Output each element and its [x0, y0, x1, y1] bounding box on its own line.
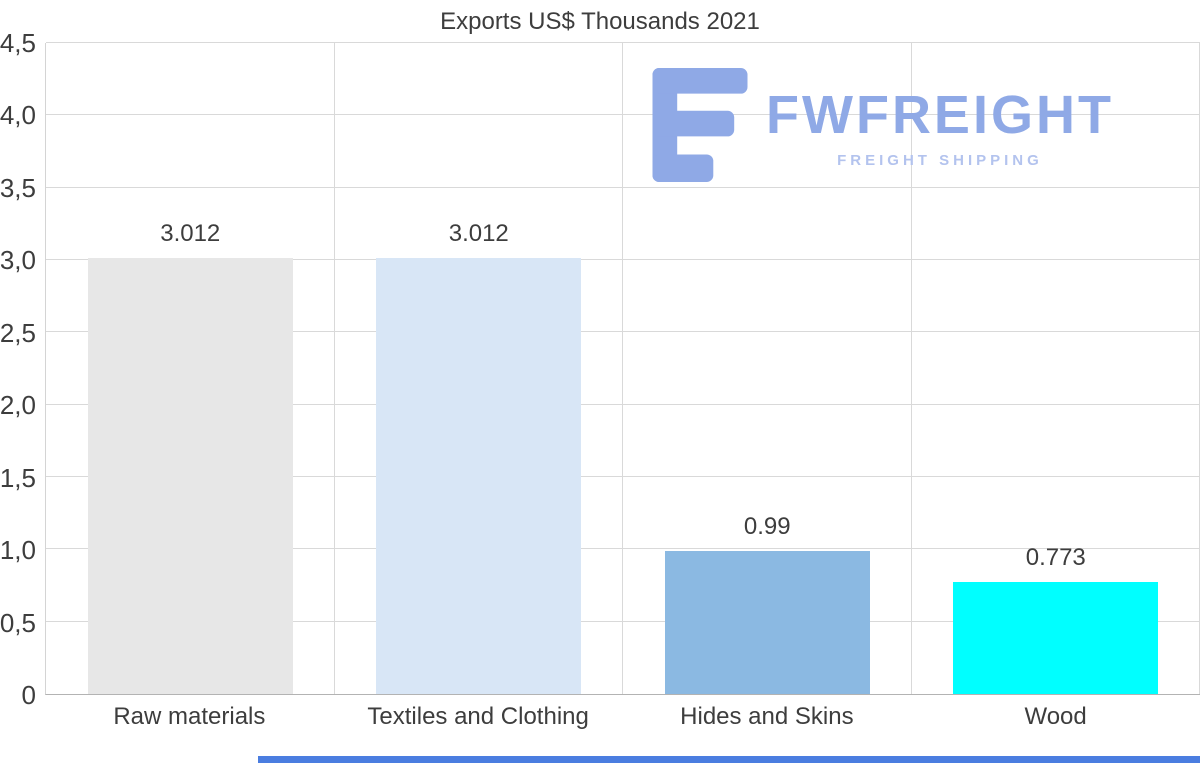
h-gridline: [46, 186, 1200, 188]
h-gridline: [46, 259, 1200, 260]
brand-tagline: FREIGHT SHIPPING: [837, 152, 1043, 169]
bar-value-label: 0.99: [743, 512, 791, 540]
bar-wood: [953, 582, 1159, 694]
bar-value-label: 0.773: [1025, 544, 1086, 572]
y-tick-label: 0: [21, 680, 36, 710]
y-tick-label: 2,5: [0, 317, 36, 348]
x-category-label: Hides and Skins: [680, 703, 854, 730]
y-tick-label: 4,0: [0, 100, 36, 131]
bar-hides-and-skins: [664, 550, 870, 694]
bar-slot-hides-and-skins: 0.99: [623, 43, 912, 694]
h-gridline: [46, 403, 1200, 405]
x-axis: Raw materials Textiles and Clothing Hides …: [45, 703, 1200, 731]
h-gridline: [46, 476, 1200, 477]
bar-value-label: 3.012: [448, 220, 509, 248]
v-gridline: [622, 43, 623, 694]
bar-textiles-and-clothing: [376, 258, 582, 694]
bar-slot-textiles-and-clothing: 3.012: [335, 43, 624, 694]
freight-logo-icon: [652, 68, 748, 182]
chart-title: Exports US$ Thousands 2021: [440, 8, 760, 35]
y-tick-label: 4,5: [0, 28, 36, 58]
x-category-label: Raw materials: [113, 703, 266, 730]
bar-value-label: 3.012: [160, 220, 221, 248]
bars-layer: 3.012 3.012 0.99 0.773: [46, 43, 1200, 694]
v-gridline: [910, 43, 912, 694]
bar-raw-materials: [87, 258, 293, 694]
h-gridline: [46, 548, 1200, 550]
y-tick-label: 3,0: [0, 245, 36, 276]
h-gridline: [46, 331, 1200, 333]
brand-name: FWFREIGHT: [766, 85, 1114, 145]
y-axis: 0 0,5 1,0 1,5 2,0 2,5 3,0 3,5 4,0 4,5: [0, 30, 45, 708]
y-tick-label: 2,0: [0, 390, 36, 421]
y-tick-label: 1,0: [0, 535, 36, 566]
x-category-label: Textiles and Clothing: [367, 703, 589, 730]
h-gridline: [46, 114, 1200, 116]
h-gridline: [46, 620, 1200, 622]
brand-logo-text: FWFREIGHT FREIGHT SHIPPING: [766, 68, 1114, 169]
x-category-label: Wood: [1024, 703, 1087, 730]
bar-slot-wood: 0.773: [912, 43, 1200, 694]
brand-logo: FWFREIGHT FREIGHT SHIPPING: [652, 68, 1114, 182]
plot-area: 3.012 3.012 0.99 0.773: [45, 42, 1200, 695]
y-tick-label: 1,5: [0, 462, 36, 493]
h-gridline: [46, 42, 1200, 43]
y-tick-label: 3,5: [0, 172, 36, 203]
bottom-accent-bar: [258, 756, 1200, 763]
v-gridline: [333, 43, 335, 694]
bar-slot-raw-materials: 3.012: [46, 43, 335, 694]
y-tick-label: 0,5: [0, 607, 36, 638]
